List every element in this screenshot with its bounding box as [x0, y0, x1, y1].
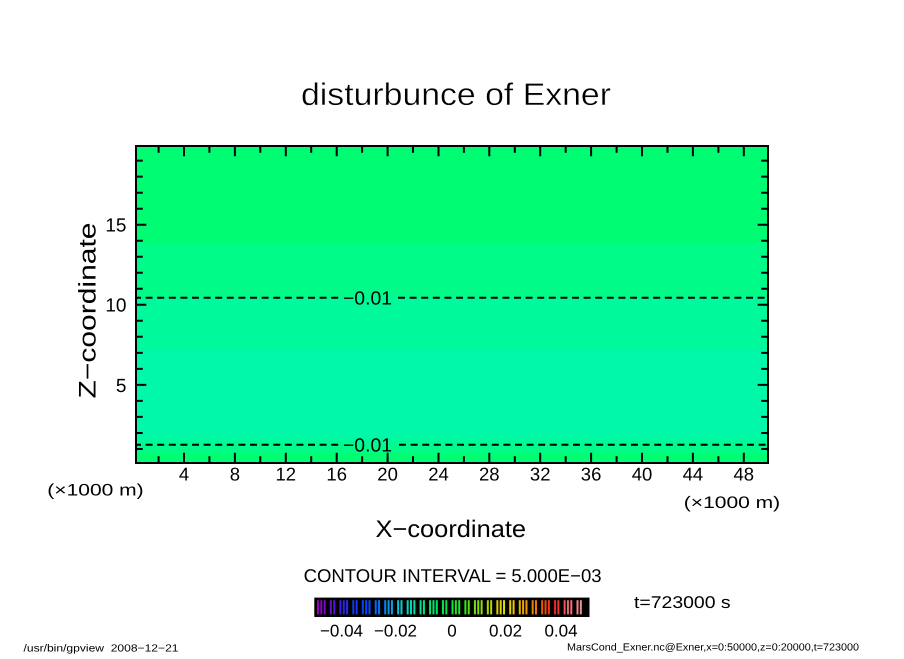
svg-text:24: 24	[428, 464, 449, 485]
svg-text:t=723000 s: t=723000 s	[634, 593, 731, 612]
svg-text:(×1000 m): (×1000 m)	[684, 493, 780, 512]
svg-text:20: 20	[377, 464, 398, 485]
svg-text:32: 32	[530, 464, 551, 485]
svg-text:8: 8	[230, 464, 240, 485]
svg-text:(×1000 m): (×1000 m)	[47, 480, 143, 499]
svg-text:4: 4	[179, 464, 189, 485]
svg-text:44: 44	[683, 464, 704, 485]
svg-text:Z−coordinate: Z−coordinate	[75, 223, 102, 399]
svg-text:MarsCond_Exner.nc@Exner,x=0:50: MarsCond_Exner.nc@Exner,x=0:50000,z=0:20…	[567, 643, 859, 654]
svg-text:−0.04: −0.04	[320, 622, 363, 641]
svg-text:0: 0	[447, 622, 456, 641]
svg-text:0.04: 0.04	[544, 622, 577, 641]
svg-text:16: 16	[326, 464, 347, 485]
svg-text:−0.01: −0.01	[343, 289, 392, 310]
svg-text:12: 12	[276, 464, 297, 485]
svg-text:5: 5	[116, 376, 127, 397]
svg-text:15: 15	[105, 216, 126, 237]
svg-text:−0.02: −0.02	[374, 622, 417, 641]
svg-text:−0.01: −0.01	[343, 436, 392, 457]
svg-text:0.02: 0.02	[489, 622, 522, 641]
svg-text:disturbunce of Exner: disturbunce of Exner	[301, 77, 611, 112]
svg-text:28: 28	[479, 464, 500, 485]
svg-text:36: 36	[581, 464, 602, 485]
svg-text:10: 10	[105, 296, 126, 317]
svg-text:X−coordinate: X−coordinate	[376, 516, 527, 543]
svg-text:48: 48	[734, 464, 755, 485]
svg-text:CONTOUR INTERVAL = 5.000E−03: CONTOUR INTERVAL = 5.000E−03	[304, 565, 602, 586]
svg-text:40: 40	[632, 464, 653, 485]
svg-text:/usr/bin/gpview 2008−12−21: /usr/bin/gpview 2008−12−21	[24, 644, 179, 655]
